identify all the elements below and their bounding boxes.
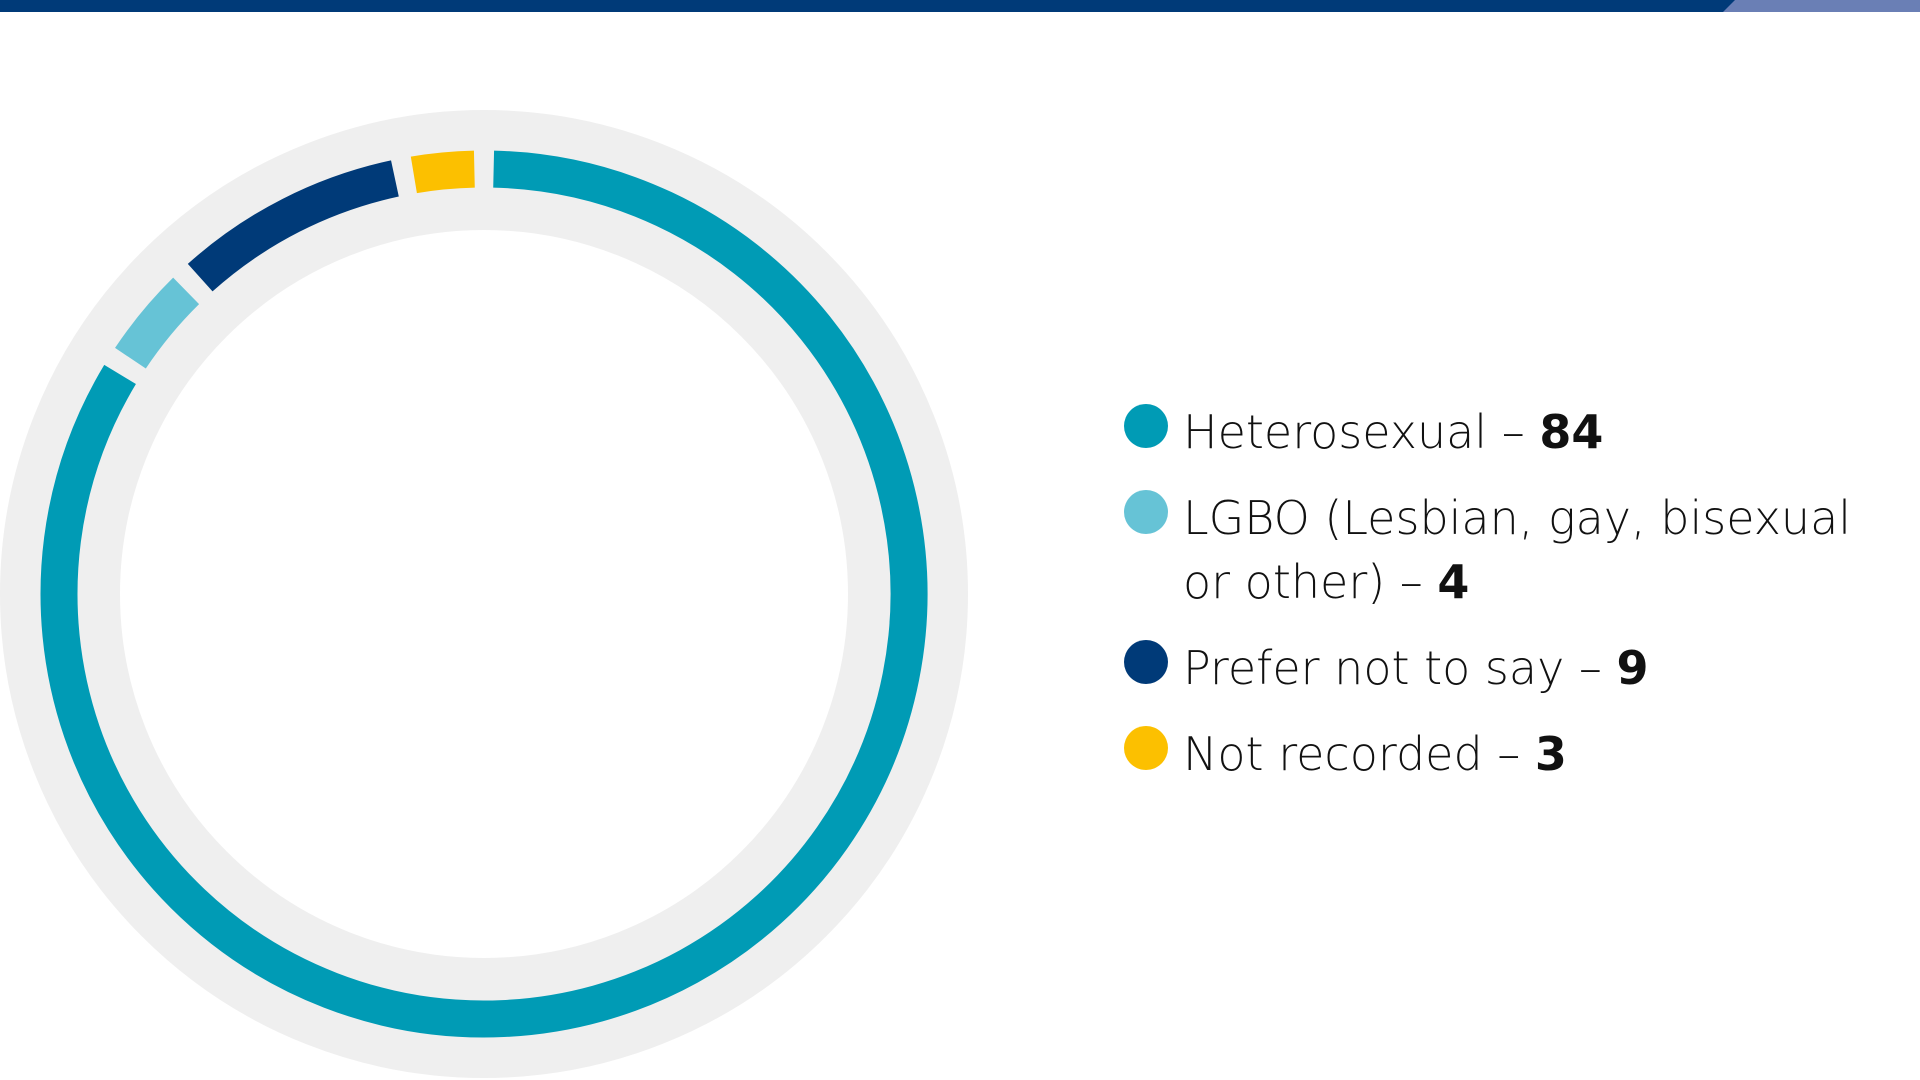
legend-item: LGBO (Lesbian, gay, bisexual or other) –… <box>1120 486 1900 614</box>
legend-label: LGBO (Lesbian, gay, bisexual or other) <box>1183 491 1852 609</box>
legend-separator: – <box>1399 555 1423 609</box>
legend-value: 3 <box>1534 727 1567 781</box>
legend-value: 4 <box>1437 555 1470 609</box>
legend-marker <box>1124 490 1168 534</box>
donut-segment <box>187 160 399 292</box>
legend-label: Heterosexual <box>1183 405 1488 459</box>
legend-value: 84 <box>1539 405 1604 459</box>
donut-segment <box>410 150 476 194</box>
legend: Heterosexual – 84 LGBO (Lesbian, gay, bis… <box>1120 400 1900 808</box>
legend-label: Not recorded <box>1183 727 1483 781</box>
legend-item: Prefer not to say – 9 <box>1120 636 1900 700</box>
legend-marker <box>1124 640 1168 684</box>
donut-segment <box>115 277 200 369</box>
legend-label: Prefer not to say <box>1183 641 1565 695</box>
legend-separator: – <box>1501 405 1525 459</box>
legend-marker <box>1124 726 1168 770</box>
donut-segment <box>40 150 928 1038</box>
top-bar-accent <box>1723 0 1920 12</box>
legend-separator: – <box>1578 641 1602 695</box>
legend-marker <box>1124 404 1168 448</box>
legend-separator: – <box>1497 727 1521 781</box>
legend-value: 9 <box>1616 641 1649 695</box>
top-bar <box>0 0 1920 12</box>
legend-item: Heterosexual – 84 <box>1120 400 1900 464</box>
legend-item: Not recorded – 3 <box>1120 722 1900 786</box>
